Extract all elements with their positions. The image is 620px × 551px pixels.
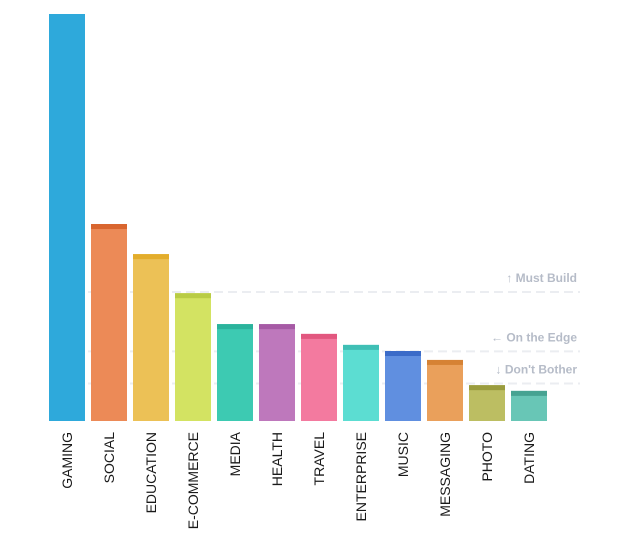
bar-health <box>259 324 295 421</box>
bar-gaming <box>49 14 85 421</box>
category-label-e-commerce: E-COMMERCE <box>185 432 201 529</box>
bar-cap-e-commerce <box>175 293 211 299</box>
bar-cap-messaging <box>427 359 463 365</box>
bar-photo <box>469 385 505 421</box>
category-label-dating: DATING <box>521 432 537 484</box>
bar-cap-media <box>217 324 253 330</box>
threshold-label-must-build: ↑ Must Build <box>506 271 577 285</box>
bar-enterprise <box>343 344 379 421</box>
bar-cap-music <box>385 350 421 356</box>
category-label-gaming: GAMING <box>59 432 75 489</box>
bar-cap-education <box>133 254 169 260</box>
category-axis-labels: GAMING SOCIAL EDUCATION E-COMMERCE MEDIA HEAL… <box>59 431 537 529</box>
bar-education <box>133 254 169 421</box>
category-label-travel: TRAVEL <box>311 432 327 486</box>
threshold-label-on-the-edge: ← On the Edge <box>491 330 577 344</box>
bar-travel <box>301 333 337 421</box>
bar-dating <box>511 390 547 421</box>
bar-cap-health <box>259 324 295 330</box>
category-label-photo: PHOTO <box>479 432 495 482</box>
bar-messaging <box>427 359 463 421</box>
category-label-enterprise: ENTERPRISE <box>353 432 369 521</box>
bar-media <box>217 324 253 421</box>
category-label-media: MEDIA <box>227 431 243 476</box>
category-label-education: EDUCATION <box>143 432 159 513</box>
threshold-label-don-t-bother: ↓ Don't Bother <box>495 363 577 377</box>
bar-cap-enterprise <box>343 344 379 350</box>
bar-social <box>91 224 127 421</box>
bar-cap-photo <box>469 385 505 391</box>
bar-music <box>385 350 421 421</box>
bar-series <box>49 14 547 421</box>
category-label-health: HEALTH <box>269 432 285 486</box>
category-label-messaging: MESSAGING <box>437 432 453 517</box>
bar-cap-social <box>91 224 127 230</box>
bar-cap-travel <box>301 333 337 339</box>
bar-cap-dating <box>511 390 547 396</box>
bar-e-commerce <box>175 293 211 421</box>
category-label-social: SOCIAL <box>101 432 117 484</box>
category-label-music: MUSIC <box>395 432 411 477</box>
